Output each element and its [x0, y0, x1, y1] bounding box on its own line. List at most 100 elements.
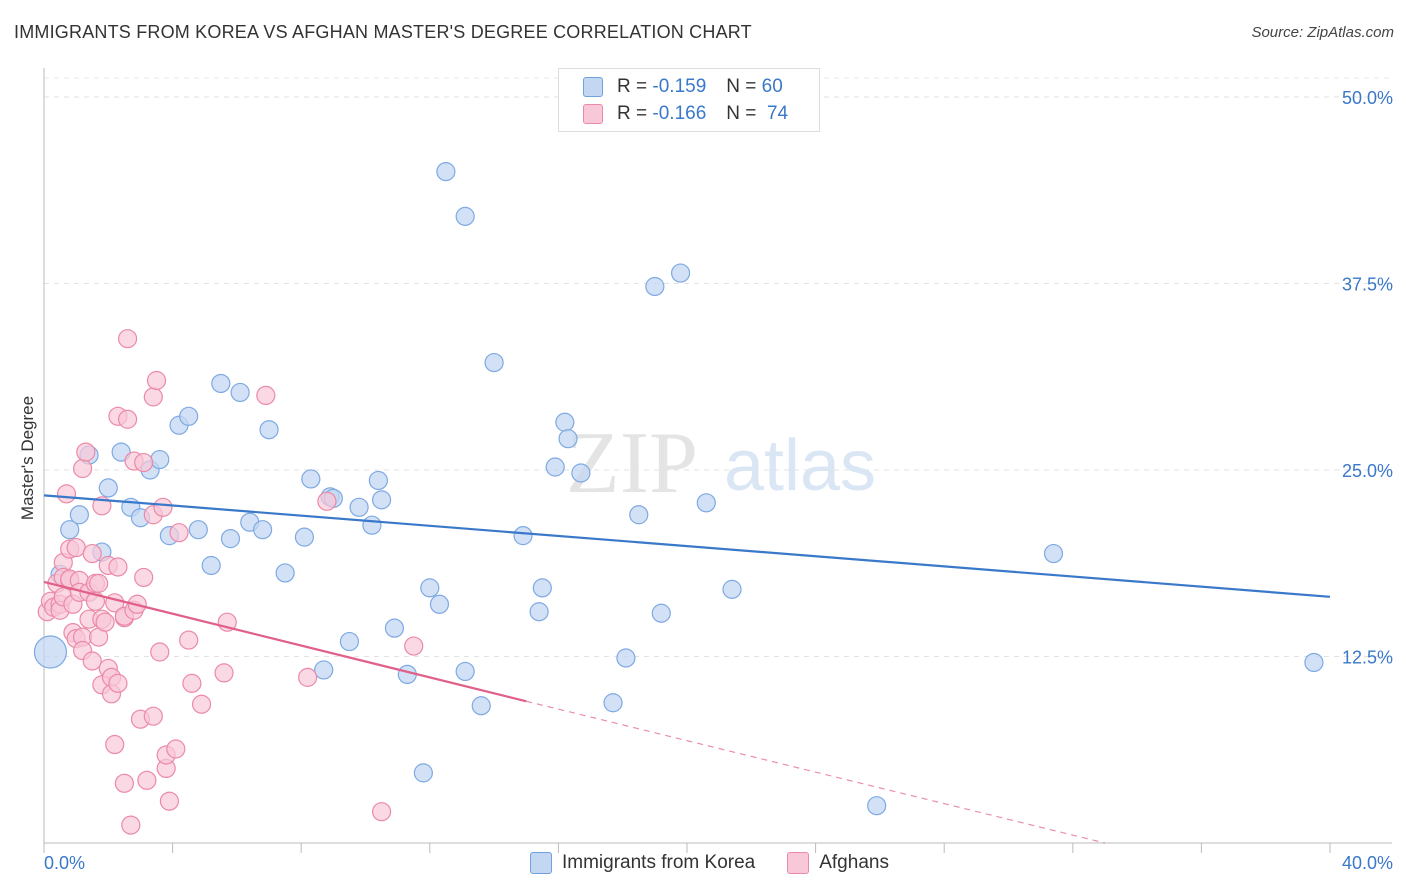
afghan-point [137, 770, 157, 790]
korea-point [558, 429, 578, 449]
afghan-point [89, 573, 109, 593]
afghan-point [117, 329, 138, 349]
series-legend-item-afghans: Afghans [787, 852, 889, 874]
afghan-point [56, 484, 77, 504]
afghan-point [404, 636, 424, 656]
chart-title: IMMIGRANTS FROM KOREA VS AFGHAN MASTER'S… [14, 22, 752, 42]
afghan-point [182, 673, 202, 693]
afghan-point [146, 370, 167, 391]
korea-point [188, 520, 208, 540]
afghan-point [153, 497, 173, 517]
x-tick-label-max: 40.0% [1342, 853, 1393, 873]
x-tick-label-min: 0.0% [44, 853, 85, 873]
afghan-point [121, 815, 141, 835]
afghan-point [66, 537, 86, 558]
afghan-point [169, 523, 189, 543]
watermark-atlas: atlas [724, 426, 876, 506]
afghan-point [114, 773, 134, 793]
afghan-point [166, 739, 186, 759]
afghan-point [134, 452, 154, 473]
y-axis-label: Master's Degree [18, 395, 37, 521]
korea-point [471, 696, 491, 716]
korea-point [371, 490, 392, 510]
korea-point [314, 660, 334, 680]
legend-r-label: R = [617, 103, 648, 124]
afghan-point [108, 557, 128, 577]
series-swatch-korea [530, 852, 552, 874]
legend-row-afghans: R = -0.166 N = 74 [583, 102, 788, 126]
afghan-point [134, 567, 154, 588]
y-tick-label: 12.5% [1342, 648, 1393, 668]
korea-point [1304, 652, 1324, 673]
korea-point [867, 796, 887, 816]
korea-point [629, 505, 649, 525]
korea-point [259, 420, 279, 440]
legend-r-value-afghans: -0.166 [652, 103, 707, 124]
korea-point [616, 648, 636, 668]
afghan-point [298, 667, 318, 687]
korea-point [301, 469, 321, 489]
legend-swatch-korea [583, 77, 603, 97]
korea-point [98, 478, 118, 498]
correlation-legend: R = -0.159 N = 60 R = -0.166 N = 74 [558, 68, 820, 132]
korea-point [670, 263, 691, 283]
legend-n-label: N = [726, 103, 757, 124]
korea-point [413, 763, 433, 783]
korea-point [545, 457, 565, 477]
korea-point [150, 449, 170, 470]
afghan-point [371, 802, 392, 822]
korea-point [1043, 543, 1064, 564]
korea-point [211, 373, 231, 394]
afghan-point [191, 694, 212, 714]
korea-point [349, 497, 369, 517]
series-legend-item-korea: Immigrants from Korea [530, 852, 755, 874]
legend-n-label: N = [726, 76, 757, 97]
korea-point [555, 412, 575, 432]
korea-point [571, 463, 591, 483]
korea-point [275, 563, 295, 583]
korea-point [368, 470, 388, 491]
legend-row-korea: R = -0.159 N = 60 [583, 75, 783, 99]
series-label-afghans: Afghans [819, 852, 889, 873]
korea-point [179, 406, 199, 426]
korea-point [339, 631, 360, 652]
y-tick-label: 37.5% [1342, 275, 1393, 295]
afghan-trend-extension [526, 700, 1106, 844]
korea-point [696, 493, 716, 513]
afghan-trend-line [43, 580, 527, 703]
korea-point [253, 520, 273, 540]
afghan-point [317, 491, 337, 511]
korea-point [420, 578, 440, 598]
legend-n-value-korea: 60 [761, 76, 783, 97]
korea-point [60, 520, 80, 540]
korea-point [230, 382, 250, 403]
afghan-point [95, 612, 115, 632]
afghan-point [108, 673, 128, 693]
legend-r-label: R = [617, 76, 648, 97]
korea-point [484, 352, 504, 373]
korea-point [455, 661, 475, 682]
korea-point [529, 602, 549, 622]
korea-point [645, 276, 665, 297]
afghan-point [117, 409, 138, 429]
korea-point [220, 529, 241, 549]
source-label: Source: ZipAtlas.com [1251, 24, 1394, 41]
afghan-point [179, 630, 199, 650]
korea-point [455, 206, 475, 226]
afghan-point [105, 734, 125, 755]
afghan-point [256, 385, 276, 405]
korea-point [201, 555, 221, 576]
afghan-point [159, 791, 179, 811]
watermark-zip: ZIP [566, 415, 698, 512]
afghan-point [82, 651, 102, 671]
korea-point [429, 594, 450, 614]
korea-point [294, 527, 315, 547]
afghan-point [76, 442, 96, 462]
y-tick-label: 50.0% [1342, 88, 1393, 108]
y-tick-label: 25.0% [1342, 461, 1393, 481]
korea-point [651, 603, 671, 623]
afghan-point [214, 663, 234, 683]
korea-point [532, 578, 552, 598]
legend-n-value-afghans: 74 [766, 103, 789, 124]
